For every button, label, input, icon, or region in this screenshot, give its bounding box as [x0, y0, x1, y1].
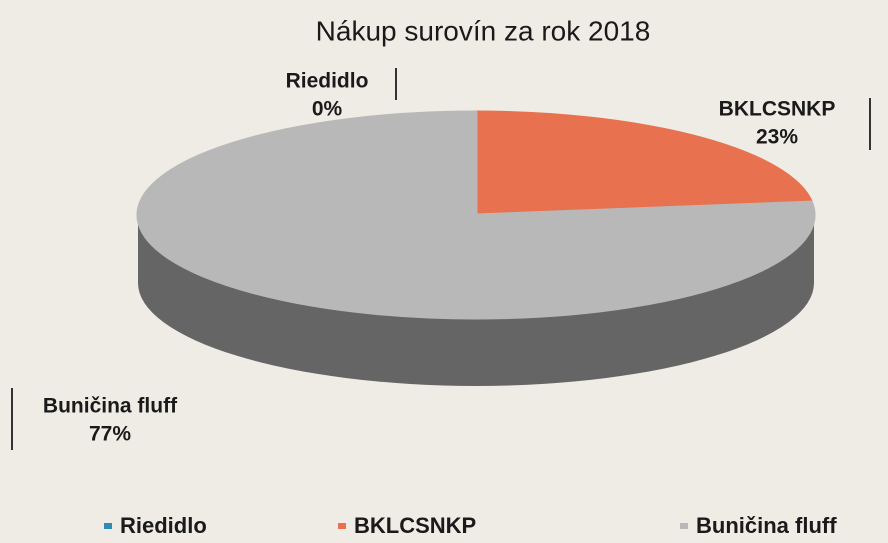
legend-label: Riedidlo	[120, 513, 207, 538]
data-label-name: Riedidlo	[286, 70, 369, 93]
pie-side	[138, 215, 814, 386]
data-label-name: Buničina fluff	[43, 395, 178, 418]
chart-title: Nákup surovín za rok 2018	[316, 15, 651, 46]
legend-swatch	[104, 523, 112, 529]
data-label-value: 0%	[312, 98, 343, 121]
legend-swatch	[680, 523, 688, 529]
pie-slice	[136, 110, 816, 320]
pie-slice	[474, 110, 813, 217]
data-label-value: 77%	[89, 423, 131, 446]
legend-swatch	[338, 523, 346, 529]
data-label-name: BKLCSNKP	[719, 98, 836, 121]
legend-label: BKLCSNKP	[354, 513, 476, 538]
legend-label: Buničina fluff	[696, 513, 837, 538]
data-label-value: 23%	[756, 126, 798, 149]
